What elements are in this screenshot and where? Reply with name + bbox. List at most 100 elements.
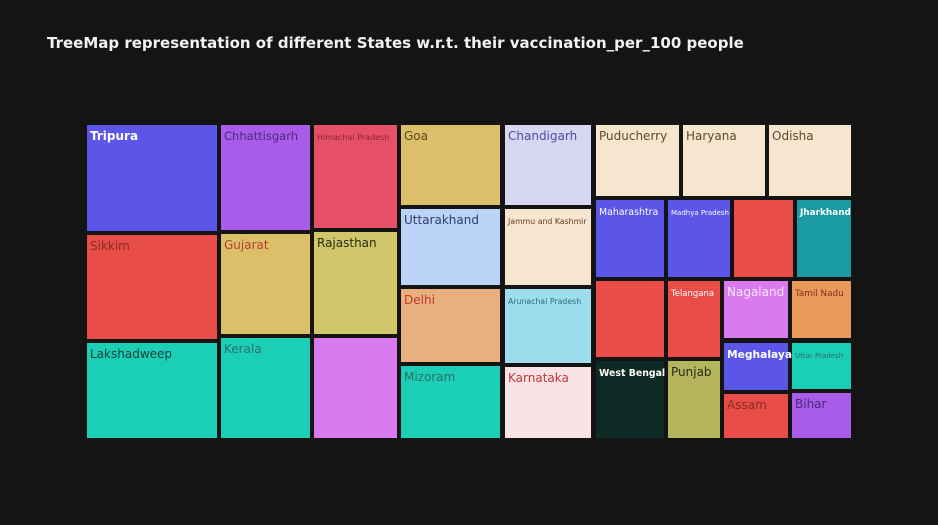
treemap-tile-label: Tripura: [90, 129, 138, 143]
treemap-tile-label: Puducherry: [599, 129, 667, 143]
treemap-tile-label: Delhi: [404, 293, 435, 307]
treemap-tile-rect: [314, 338, 397, 438]
treemap-tile-rect: [668, 200, 730, 277]
treemap-tile-rect: [505, 367, 591, 438]
treemap-tile[interactable]: West Bengal: [596, 361, 665, 438]
treemap-tile-label: Maharashtra: [599, 207, 658, 218]
treemap-tile-label: Assam: [727, 398, 767, 412]
treemap-tile[interactable]: Mizoram: [401, 366, 500, 438]
treemap-tile[interactable]: Chandigarh: [505, 125, 591, 205]
treemap-tile-rect: [401, 366, 500, 438]
treemap-tile-rect: [724, 343, 788, 390]
treemap-tile-rect: [314, 125, 397, 228]
treemap-tile-rect: [596, 361, 664, 438]
treemap-tile-rect: [401, 289, 500, 362]
treemap-tile-label: Goa: [404, 129, 428, 143]
treemap-tile-label: Kerala: [224, 342, 262, 356]
treemap-tile-rect: [724, 281, 788, 338]
treemap-tile-rect: [314, 232, 397, 334]
treemap-tile-label: Uttar Pradesh: [795, 352, 843, 360]
treemap-tile-label: Chandigarh: [508, 129, 577, 143]
treemap-tile-rect: [87, 125, 217, 231]
treemap-tile-rect: [87, 235, 217, 339]
treemap-tile[interactable]: Lakshadweep: [87, 343, 217, 438]
treemap-tile[interactable]: Kerala: [221, 338, 310, 438]
treemap-tile-rect: [769, 125, 851, 196]
treemap-tile[interactable]: Punjab: [668, 361, 720, 438]
treemap-tile-label: Himachal Pradesh: [317, 133, 389, 142]
treemap-tile-rect: [797, 200, 851, 277]
treemap-tile-rect: [683, 125, 765, 196]
treemap-tile[interactable]: Delhi: [401, 289, 500, 362]
treemap-tile[interactable]: Uttarakhand: [401, 209, 500, 285]
treemap-tile[interactable]: Meghalaya: [724, 343, 792, 390]
treemap-tile-rect: [401, 125, 500, 205]
treemap-tile-label: Meghalaya: [727, 348, 792, 361]
treemap-tile-label: Odisha: [772, 129, 814, 143]
treemap-tile[interactable]: Jharkhand: [797, 200, 851, 277]
chart-title: TreeMap representation of different Stat…: [47, 34, 744, 52]
treemap-tile-rect: [596, 281, 664, 357]
treemap-tile-label: Rajasthan: [317, 236, 377, 250]
treemap-tile[interactable]: Tripura: [87, 125, 217, 231]
treemap-tile[interactable]: Odisha: [769, 125, 851, 196]
treemap-tile[interactable]: Madhya Pradesh: [668, 200, 730, 277]
treemap-tile-label: Lakshadweep: [90, 347, 172, 361]
treemap-tile[interactable]: Goa: [401, 125, 500, 205]
treemap-tile-rect: [221, 234, 310, 334]
treemap-tile[interactable]: Assam: [724, 394, 788, 438]
treemap-tile-rect: [596, 125, 679, 196]
treemap-tile-label: Karnataka: [508, 371, 569, 385]
treemap-tile[interactable]: Chhattisgarh: [221, 125, 310, 230]
treemap-tile[interactable]: Himachal Pradesh: [314, 125, 397, 228]
treemap-tile-label: Bihar: [795, 397, 827, 411]
treemap-tile-rect: [734, 200, 793, 277]
treemap-tile-rect: [221, 125, 310, 230]
treemap-tile-label: Sikkim: [90, 239, 130, 253]
treemap-tile[interactable]: [314, 338, 397, 438]
treemap-tile-label: West Bengal: [599, 368, 665, 379]
treemap-tile-rect: [668, 281, 720, 357]
treemap-tile-rect: [792, 281, 851, 338]
treemap-tile-rect: [401, 209, 500, 285]
treemap-tile-label: Punjab: [671, 365, 712, 379]
treemap-tile-label: Uttarakhand: [404, 213, 479, 227]
treemap-tile[interactable]: Sikkim: [87, 235, 217, 339]
treemap-tile-rect: [792, 393, 851, 438]
treemap-tile[interactable]: Bihar: [792, 393, 851, 438]
treemap-tile[interactable]: Jammu and Kashmir: [505, 209, 591, 285]
treemap-tile-label: Nagaland: [727, 285, 784, 299]
treemap-tile-label: Gujarat: [224, 238, 269, 252]
treemap-tile[interactable]: Uttar Pradesh: [792, 343, 851, 389]
treemap-tile-label: Jammu and Kashmir: [507, 217, 587, 226]
treemap-tile-label: Arunachal Pradesh: [508, 297, 581, 306]
treemap-tile-label: Jharkhand: [799, 208, 851, 218]
treemap-tile[interactable]: Karnataka: [505, 367, 591, 438]
treemap-tile[interactable]: Telangana: [668, 281, 720, 357]
treemap-tile-rect: [596, 200, 664, 277]
treemap-tile-label: Madhya Pradesh: [671, 209, 729, 217]
treemap-tile[interactable]: Maharashtra: [596, 200, 664, 277]
treemap-tile[interactable]: Haryana: [683, 125, 765, 196]
treemap-tile-label: Haryana: [686, 129, 737, 143]
treemap-tile-rect: [792, 343, 851, 389]
treemap-tile-rect: [221, 338, 310, 438]
treemap-tile[interactable]: Nagaland: [724, 281, 788, 338]
treemap-tile[interactable]: [596, 281, 664, 357]
treemap-tile[interactable]: Puducherry: [596, 125, 679, 196]
treemap-tile-rect: [505, 209, 591, 285]
treemap-tile-label: Telangana: [670, 289, 714, 299]
treemap-tile-rect: [505, 289, 591, 363]
treemap-tile-label: Chhattisgarh: [224, 129, 298, 143]
treemap-tile-label: Mizoram: [404, 370, 455, 384]
treemap-tile-rect: [668, 361, 720, 438]
treemap-tile[interactable]: Tamil Nadu: [792, 281, 851, 338]
treemap-tile[interactable]: Arunachal Pradesh: [505, 289, 591, 363]
treemap-tile[interactable]: Gujarat: [221, 234, 310, 334]
treemap-tile[interactable]: Rajasthan: [314, 232, 397, 334]
treemap-tile-rect: [87, 343, 217, 438]
treemap-tile-label: Tamil Nadu: [794, 289, 844, 299]
treemap-tile[interactable]: [734, 200, 793, 277]
treemap-tile-rect: [724, 394, 788, 438]
